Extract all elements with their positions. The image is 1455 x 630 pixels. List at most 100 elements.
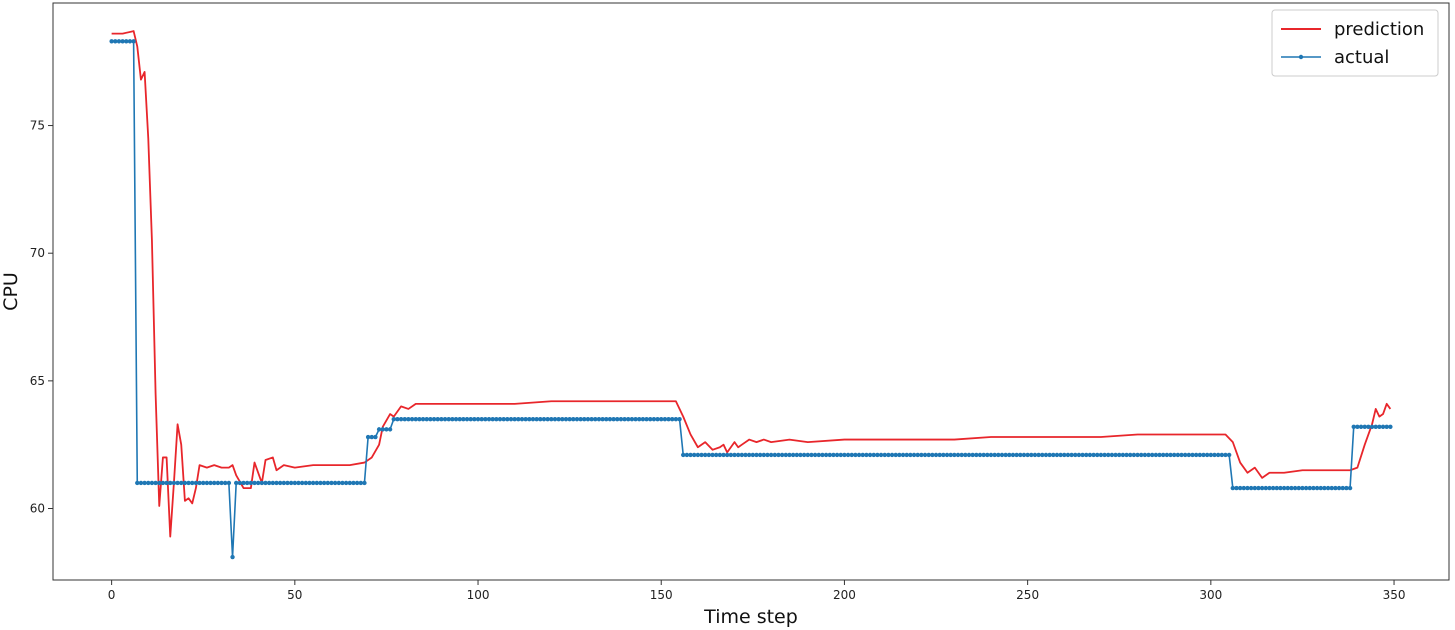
series-point-actual [1032,452,1038,458]
series-point-actual [1109,452,1115,458]
series-point-actual [332,480,338,486]
series-point-actual [651,416,657,422]
series-point-actual [1355,424,1360,430]
series-point-actual [1322,485,1327,491]
series-point-actual [1010,452,1016,458]
series-point-actual [724,452,730,458]
series-point-actual [519,416,525,422]
series-point-actual [266,480,272,486]
series-point-actual [1344,485,1349,491]
series-point-actual [882,452,887,458]
series-point-actual [534,416,539,422]
series-point-actual [362,480,367,486]
series-point-actual [497,416,503,422]
series-point-actual [666,416,671,422]
series-point-actual [208,480,213,486]
series-point-actual [494,416,499,422]
legend-label-prediction: prediction [1334,19,1424,40]
series-point-actual [413,416,418,422]
y-tick-label: 60 [30,502,45,516]
series-point-actual [545,416,550,422]
series-point-actual [856,452,862,458]
series-point-actual [801,452,807,458]
y-tick-label: 70 [30,246,45,260]
series-point-actual [164,480,169,486]
series-point-actual [604,416,609,422]
series-point-actual [1168,452,1173,458]
series-point-actual [1289,485,1294,491]
series-point-actual [1281,485,1287,491]
series-point-actual [1161,452,1166,458]
series-point-actual [171,480,177,486]
series-point-actual [944,452,950,458]
series-point-actual [1245,485,1250,491]
series-point-actual [468,416,473,422]
series-point-actual [563,416,569,422]
series-point-actual [398,416,404,422]
series-point-actual [919,452,924,458]
series-point-actual [354,480,360,486]
series-point-actual [204,480,210,486]
series-point-actual [750,452,756,458]
series-point-actual [908,452,913,458]
series-point-actual [1259,485,1265,491]
series-point-actual [321,480,327,486]
series-point-actual [365,434,371,440]
series-point-actual [585,416,591,422]
series-point-actual [911,452,917,458]
series-point-actual [1325,485,1331,491]
series-point-actual [1175,452,1181,458]
series-point-actual [889,452,895,458]
series-point-actual [512,416,517,422]
series-point-actual [915,452,920,458]
series-point-actual [1084,452,1089,458]
series-point-actual [530,416,536,422]
series-point-actual [772,452,778,458]
series-point-actual [1073,452,1078,458]
series-point-actual [358,480,363,486]
series-point-actual [992,452,997,458]
series-point-actual [633,416,638,422]
series-point-actual [640,416,646,422]
series-point-actual [120,39,125,44]
series-point-actual [871,452,876,458]
series-point-actual [274,480,279,486]
series-point-actual [816,452,821,458]
series-point-actual [490,416,495,422]
series-point-actual [1318,485,1323,491]
series-point-actual [241,480,246,486]
series-point-actual [776,452,781,458]
series-point-actual [1303,485,1309,491]
series-point-actual [900,452,906,458]
series-point-actual [673,416,679,422]
series-point-actual [1201,452,1206,458]
series-point-actual [735,452,741,458]
series-point-actual [1380,424,1386,430]
series-point-actual [538,416,543,422]
series-point-actual [1366,424,1371,430]
series-point-actual [779,452,785,458]
series-point-actual [622,416,627,422]
series-point-actual [574,416,580,422]
series-point-actual [347,480,352,486]
series-point-actual [508,416,514,422]
series-point-actual [197,480,202,486]
series-point-actual [1124,452,1129,458]
series-point-actual [999,452,1005,458]
x-tick-label: 350 [1383,588,1406,602]
series-point-actual [373,434,378,440]
series-point-actual [809,452,814,458]
series-point-actual [310,480,316,486]
series-point-actual [472,416,477,422]
series-point-actual [475,416,481,422]
series-point-actual [193,480,199,486]
series-point-actual [732,452,737,458]
series-point-actual [1014,452,1019,458]
series-point-actual [1388,424,1393,430]
series-point-actual [988,452,994,458]
series-point-actual [1113,452,1118,458]
series-point-actual [1131,452,1137,458]
series-point-actual [842,452,847,458]
series-point-actual [948,452,953,458]
